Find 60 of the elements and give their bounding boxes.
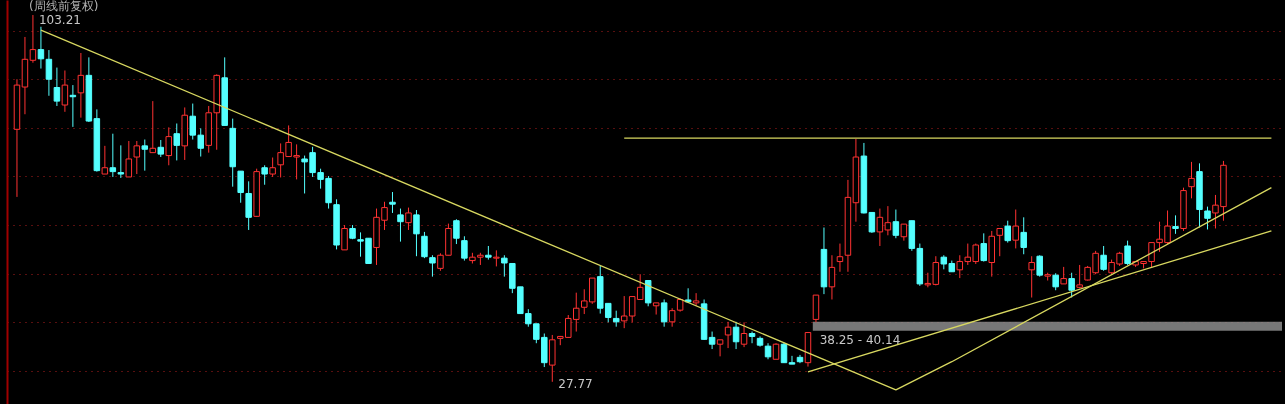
candlestick <box>1012 209 1019 249</box>
candlestick <box>245 180 252 231</box>
candlestick <box>269 157 276 178</box>
candlestick <box>1204 206 1211 230</box>
candlestick <box>341 224 348 251</box>
candlestick <box>61 69 69 113</box>
annotation: 103.21 <box>38 13 81 28</box>
candlestick <box>780 342 788 364</box>
candlestick <box>1020 216 1027 255</box>
candlestick <box>53 67 61 107</box>
band-label: 38.25 - 40.14 <box>819 332 901 347</box>
candlestick <box>45 49 53 97</box>
candlestick <box>1100 245 1107 272</box>
candlestick <box>836 243 844 273</box>
candlestick <box>684 287 692 304</box>
annotation: 27.77 <box>558 376 593 391</box>
candlestick <box>261 164 268 186</box>
candlestick <box>173 122 181 161</box>
candlestick <box>453 218 460 245</box>
candlestick <box>421 231 428 259</box>
candlestick <box>141 139 149 172</box>
candlestick <box>1028 255 1035 299</box>
candlestick <box>125 140 133 178</box>
candlestick <box>748 331 756 344</box>
candlestick <box>788 355 796 365</box>
candlestick <box>660 298 668 328</box>
candlestick <box>397 208 404 243</box>
candlestick <box>1188 161 1195 199</box>
candlestick <box>149 100 157 154</box>
candlestick <box>980 232 988 263</box>
candlestick <box>828 254 836 300</box>
candlestick <box>429 254 436 278</box>
candlestick <box>101 145 109 175</box>
candlestick <box>165 126 173 166</box>
candlestick <box>117 144 125 179</box>
candlestick <box>69 84 77 128</box>
candlestick <box>732 321 740 350</box>
candlestick <box>389 191 396 214</box>
candlestick <box>133 140 141 175</box>
candlestick <box>405 207 412 231</box>
candlestick <box>109 133 117 178</box>
candlestick <box>77 52 85 119</box>
candlestick <box>716 339 724 357</box>
candlestick <box>892 209 900 239</box>
candlestick <box>724 321 732 349</box>
candlestick <box>37 26 45 70</box>
candlestick <box>1124 240 1131 266</box>
candlestick <box>996 228 1003 257</box>
candlestick <box>1068 272 1075 299</box>
candlestick <box>1036 254 1043 278</box>
candlestick <box>692 292 700 307</box>
chart-title: (周线前复权) <box>29 0 99 13</box>
candlestick <box>29 14 37 64</box>
candlestick <box>740 321 748 348</box>
candlestick <box>1004 220 1011 244</box>
candlestick <box>1172 214 1179 235</box>
candlestick <box>413 209 420 257</box>
candlestick <box>237 170 244 204</box>
candlestick <box>461 235 468 262</box>
candlestick <box>644 280 652 307</box>
